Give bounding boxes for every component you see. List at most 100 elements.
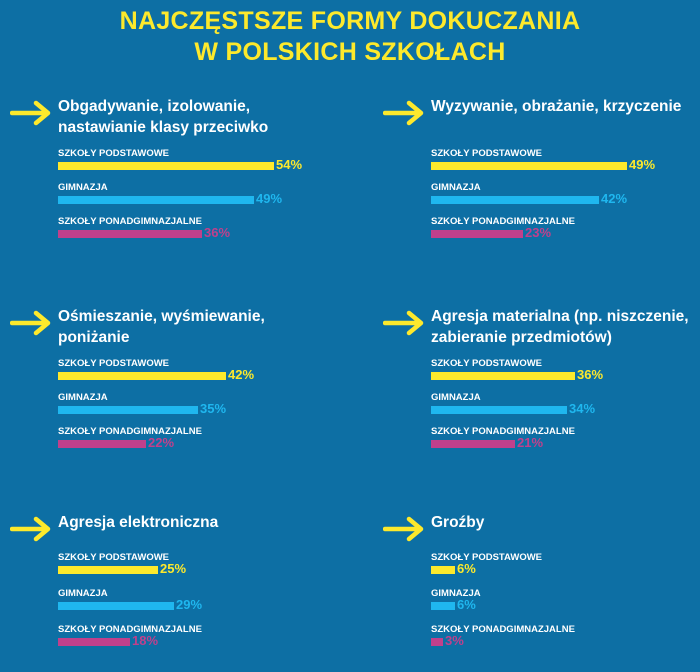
bar [431,230,523,238]
title-line-1: NAJCZĘSTSZE FORMY DOKUCZANIA [119,7,581,35]
bar-row: SZKOŁY PONADGIMNAZJALNE 18% [58,624,318,658]
series-label: SZKOŁY PONADGIMNAZJALNE [58,426,202,437]
bar [58,230,202,238]
bar-row: SZKOŁY PODSTAWOWE 54% [58,148,318,182]
series-label: SZKOŁY PODSTAWOWE [58,148,170,159]
panel-1: Obgadywanie, izolowanie, nastawianie klas… [10,96,310,256]
value-label: 49% [629,157,656,172]
series-label: SZKOŁY PODSTAWOWE [431,358,543,369]
bar-row: GIMNAZJA 42% [431,182,691,216]
panel-title-line: Groźby [431,514,485,531]
bar [431,602,455,610]
bar [58,566,158,574]
bar [431,196,599,204]
value-label: 42% [601,191,628,206]
bar [58,372,226,380]
panel-title-line: zabieranie przedmiotów) [431,329,612,346]
series-label: SZKOŁY PODSTAWOWE [431,552,543,563]
panel-6: Groźby SZKOŁY PODSTAWOWE 6% GIMNAZJA 6% SZKOŁ… [383,512,683,672]
series-label: GIMNAZJA [58,588,108,599]
bar-row: SZKOŁY PODSTAWOWE 49% [431,148,691,182]
bar-row: GIMNAZJA 49% [58,182,318,216]
bar-row: SZKOŁY PODSTAWOWE 6% [431,552,691,586]
series-label: SZKOŁY PONADGIMNAZJALNE [431,426,575,437]
panel-4: Agresja materialna (np. niszczenie, zabie… [383,306,689,466]
value-label: 3% [445,633,464,648]
bar-row: SZKOŁY PONADGIMNAZJALNE 3% [431,624,691,658]
value-label: 49% [256,191,283,206]
series-label: SZKOŁY PONADGIMNAZJALNE [58,624,202,635]
series-label: GIMNAZJA [431,182,481,193]
panel-title-line: Wyzywanie, obrażanie, krzyczenie [431,98,682,115]
series-label: SZKOŁY PODSTAWOWE [431,148,543,159]
series-label: SZKOŁY PONADGIMNAZJALNE [431,216,575,227]
series-label: SZKOŁY PODSTAWOWE [58,358,170,369]
bar-row: SZKOŁY PODSTAWOWE 42% [58,358,318,392]
value-label: 6% [457,597,476,612]
bar-row: SZKOŁY PODSTAWOWE 25% [58,552,318,586]
bar [58,638,130,646]
bar [431,406,567,414]
bar-row: GIMNAZJA 35% [58,392,318,426]
value-label: 22% [148,435,175,450]
bar [58,406,198,414]
value-label: 54% [276,157,303,172]
bar-row: SZKOŁY PONADGIMNAZJALNE 21% [431,426,691,460]
arrow-right-icon [10,516,51,542]
bar-row: GIMNAZJA 34% [431,392,691,426]
title-line-2: W POLSKICH SZKOŁACH [194,38,506,66]
panel-title: Groźby [431,512,691,533]
series-label: GIMNAZJA [58,392,108,403]
value-label: 23% [525,225,552,240]
series-label: GIMNAZJA [58,182,108,193]
bar [431,162,627,170]
panel-title-line: poniżanie [58,329,130,346]
arrow-right-icon [10,100,51,126]
bar [431,372,575,380]
value-label: 34% [569,401,596,416]
bar-row: GIMNAZJA 6% [431,588,691,622]
panel-title: Wyzywanie, obrażanie, krzyczenie [431,96,691,117]
value-label: 25% [160,561,187,576]
value-label: 36% [577,367,604,382]
arrow-right-icon [383,310,424,336]
value-label: 35% [200,401,227,416]
panel-2: Wyzywanie, obrażanie, krzyczenie SZKOŁY P… [383,96,683,256]
panel-title: Ośmieszanie, wyśmiewanie, poniżanie [58,306,318,348]
bar-row: SZKOŁY PODSTAWOWE 36% [431,358,691,392]
arrow-right-icon [383,516,424,542]
bar [58,602,174,610]
series-label: SZKOŁY PONADGIMNAZJALNE [431,624,575,635]
bar [431,566,455,574]
panel-title: Obgadywanie, izolowanie, nastawianie klas… [58,96,318,138]
panel-title: Agresja elektroniczna [58,512,318,533]
bar-row: SZKOŁY PONADGIMNAZJALNE 22% [58,426,318,460]
value-label: 21% [517,435,544,450]
bar [58,162,274,170]
panel-title: Agresja materialna (np. niszczenie, zabie… [431,306,691,348]
series-label: GIMNAZJA [431,588,481,599]
value-label: 6% [457,561,476,576]
bar [58,196,254,204]
series-label: GIMNAZJA [431,392,481,403]
bar [431,638,443,646]
series-label: SZKOŁY PODSTAWOWE [58,552,170,563]
series-label: SZKOŁY PONADGIMNAZJALNE [58,216,202,227]
panel-3: Ośmieszanie, wyśmiewanie, poniżanie SZKOŁY… [10,306,310,466]
panel-title-line: Obgadywanie, izolowanie, [58,98,251,115]
value-label: 29% [176,597,203,612]
bar [431,440,515,448]
arrow-right-icon [10,310,51,336]
panel-title-line: nastawianie klasy przeciwko [58,119,269,136]
value-label: 42% [228,367,255,382]
bar [58,440,146,448]
panel-title-line: Agresja materialna (np. niszczenie, [431,308,689,325]
value-label: 36% [204,225,231,240]
arrow-right-icon [383,100,424,126]
bar-row: SZKOŁY PONADGIMNAZJALNE 23% [431,216,691,250]
infographic-title: NAJCZĘSTSZE FORMY DOKUCZANIA W POLSKICH … [0,6,700,68]
panel-5: Agresja elektroniczna SZKOŁY PODSTAWOWE 25… [10,512,310,672]
bar-row: SZKOŁY PONADGIMNAZJALNE 36% [58,216,318,250]
panel-title-line: Agresja elektroniczna [58,514,219,531]
bar-row: GIMNAZJA 29% [58,588,318,622]
